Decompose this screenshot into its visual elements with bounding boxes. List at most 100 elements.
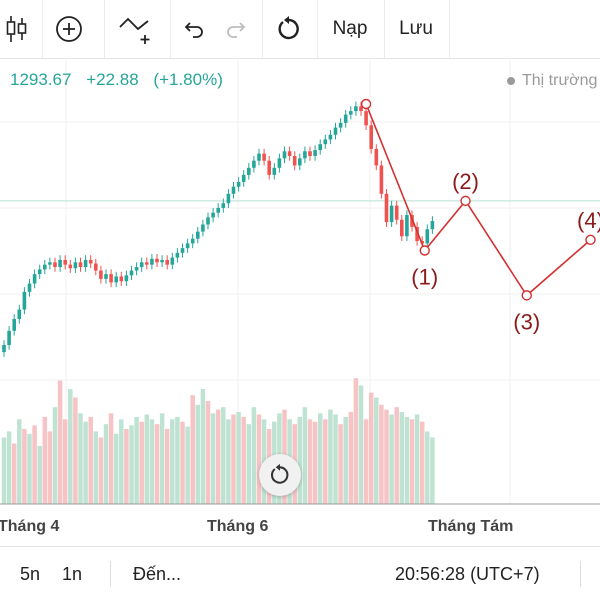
volume-bar <box>353 378 359 504</box>
candle <box>129 270 134 276</box>
volume-bar <box>384 409 389 504</box>
candle <box>68 264 73 269</box>
volume-bar <box>98 437 104 504</box>
redo-button[interactable] <box>214 0 258 58</box>
volume-bar <box>210 413 216 504</box>
volume-bar <box>52 407 58 504</box>
candle <box>282 151 287 159</box>
volume-bar <box>221 407 226 504</box>
price-chart[interactable]: (1) (2) (3) (4) <box>0 58 600 510</box>
add-indicator-button[interactable] <box>43 0 95 58</box>
candle <box>206 217 210 225</box>
volume-bar <box>404 416 410 504</box>
candle <box>170 257 175 265</box>
last-price: 1293.67 <box>10 70 72 89</box>
volume-bar <box>226 419 231 504</box>
clock-timezone[interactable]: 20:56:28 (UTC+7) <box>395 564 540 584</box>
volume-bar <box>32 425 37 504</box>
market-status: Thị trường <box>507 72 597 90</box>
candle <box>400 219 404 237</box>
volume-bar <box>11 443 17 504</box>
volume-bar <box>149 419 155 504</box>
candle <box>63 259 67 265</box>
candle <box>369 125 373 149</box>
candle <box>99 270 103 279</box>
candle <box>328 134 333 140</box>
candle <box>287 151 292 156</box>
candle <box>303 151 307 159</box>
candle <box>196 231 200 239</box>
candle <box>323 139 328 145</box>
volume-bar <box>119 419 124 504</box>
wave-line <box>365 103 592 297</box>
draw-tool-icon <box>119 17 150 44</box>
volume-bar <box>175 416 180 504</box>
volume-bar <box>37 445 42 504</box>
candlestick-type-button[interactable] <box>0 0 34 58</box>
add-indicator-icon <box>56 16 82 42</box>
volume-bar <box>129 425 134 504</box>
candle <box>257 153 261 161</box>
candle <box>211 212 215 218</box>
range-1-day-button[interactable]: 1n <box>62 564 83 584</box>
candle <box>425 229 430 244</box>
candle <box>333 127 338 135</box>
volume-bar <box>22 428 27 504</box>
reset-chart-button[interactable] <box>263 0 315 58</box>
candle <box>252 160 256 168</box>
volume-bar <box>68 389 73 504</box>
range-5-days-button[interactable]: 5n <box>20 564 41 584</box>
candle <box>175 252 180 258</box>
volume-bar <box>113 433 119 504</box>
volume-bar <box>363 419 369 504</box>
volume-bar <box>6 431 12 504</box>
draw-tool-button[interactable] <box>105 0 167 58</box>
volume-bar <box>430 437 435 504</box>
redo-icon <box>227 22 246 38</box>
x-tick-label: Tháng 6 <box>207 518 269 535</box>
candle <box>78 262 83 268</box>
candle <box>226 193 231 204</box>
volume-bar <box>379 404 384 504</box>
candle <box>73 262 78 269</box>
candle <box>48 262 52 265</box>
candle <box>298 158 302 166</box>
volume-bar <box>323 419 328 504</box>
volume-bar <box>333 414 338 504</box>
wave-label: (1) <box>411 264 438 289</box>
load-layout-button[interactable]: Nạp <box>332 18 368 39</box>
volume-bar <box>215 409 221 504</box>
candle <box>37 269 42 275</box>
volume-bar <box>103 424 109 504</box>
volume-bar <box>57 380 63 504</box>
volume-bar <box>190 395 195 504</box>
candle <box>267 160 271 175</box>
candle <box>308 151 312 156</box>
wave-point <box>460 195 471 207</box>
scroll-reset-button[interactable] <box>259 454 301 496</box>
candle <box>394 205 399 220</box>
volume-bar <box>42 416 48 504</box>
candle <box>12 319 16 331</box>
candle <box>145 262 149 265</box>
candle <box>7 330 11 345</box>
volume-bar <box>251 407 257 504</box>
volume-bar <box>78 413 83 504</box>
candle <box>190 238 195 244</box>
undo-button[interactable] <box>172 0 216 58</box>
go-to-date-button[interactable]: Đến... <box>133 564 182 584</box>
market-status-dot <box>507 76 515 85</box>
candle <box>2 345 6 353</box>
volume-bar <box>180 421 185 504</box>
candle <box>338 122 343 128</box>
price-change-percent: (+1.80%) <box>153 70 223 89</box>
candle <box>53 262 57 268</box>
candle <box>292 155 297 166</box>
volume-bar <box>297 416 303 504</box>
candle <box>379 165 384 194</box>
save-layout-button[interactable]: Lưu <box>399 18 433 39</box>
candle <box>430 220 435 230</box>
candle <box>88 259 93 264</box>
candle <box>22 291 27 310</box>
volume-bar <box>338 424 343 504</box>
